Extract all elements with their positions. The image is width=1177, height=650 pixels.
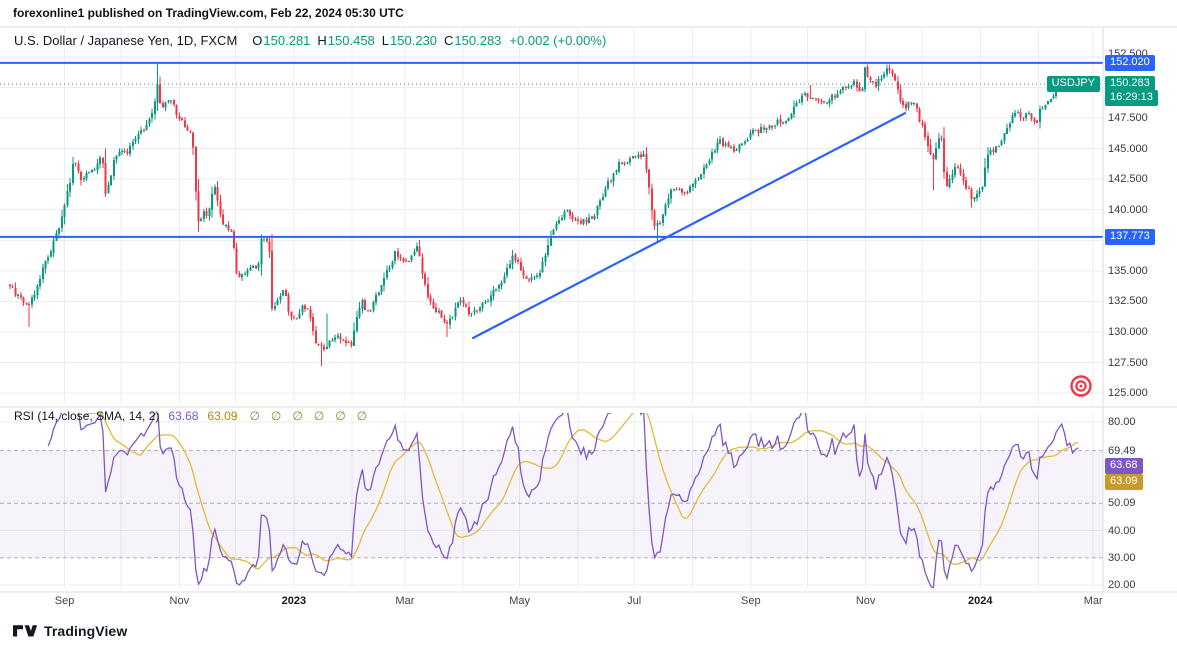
- target-icon[interactable]: [1070, 375, 1092, 397]
- rsi-header: RSI (14, close, SMA, 14, 2) 63.68 63.09 …: [14, 409, 367, 423]
- rsi-ma-value: 63.09: [207, 409, 238, 423]
- ohlc-value: 150.230: [390, 33, 438, 48]
- ohlc-value: 150.283: [454, 33, 502, 48]
- price-change: +0.002 (+0.00%): [509, 33, 607, 48]
- rsi-empty-values: ∅ ∅ ∅ ∅ ∅ ∅: [249, 409, 367, 423]
- rsi-empty-value-icon: ∅: [335, 409, 346, 423]
- ohlc-values: O 150.281 H 150.458 L 150.230 C 150.283: [245, 33, 501, 48]
- ohlc-label: C: [444, 33, 454, 48]
- rsi-empty-value-icon: ∅: [313, 409, 325, 423]
- symbol-title[interactable]: U.S. Dollar / Japanese Yen, 1D, FXCM: [14, 33, 238, 48]
- rsi-empty-value-icon: ∅: [249, 409, 260, 423]
- ohlc-label: H: [317, 33, 327, 48]
- logo-text: TradingView: [44, 623, 128, 639]
- rsi-empty-value-icon: ∅: [292, 409, 303, 423]
- symbol-header: U.S. Dollar / Japanese Yen, 1D, FXCM O 15…: [14, 33, 606, 48]
- rsi-value: 63.68: [168, 409, 199, 423]
- ohlc-label: O: [252, 33, 263, 48]
- rsi-title[interactable]: RSI (14, close, SMA, 14, 2): [14, 409, 160, 423]
- tradingview-logo-icon: [13, 625, 38, 637]
- rsi-empty-value-icon: ∅: [270, 409, 282, 423]
- attribution-text: forexonline1 published on TradingView.co…: [13, 6, 404, 20]
- ohlc-label: L: [381, 33, 390, 48]
- rsi-plot[interactable]: [47, 392, 1079, 588]
- pane-separators: [0, 26, 1177, 593]
- rsi-band: [0, 450, 1103, 558]
- rsi-line: [47, 413, 1079, 588]
- tradingview-logo[interactable]: TradingView: [13, 623, 127, 639]
- trendline-drawing[interactable]: [471, 112, 907, 340]
- rsi-sma-line: [83, 413, 1079, 570]
- candlestick-series[interactable]: [9, 63, 1080, 367]
- ohlc-value: 150.281: [263, 33, 311, 48]
- rsi-empty-value-icon: ∅: [356, 409, 368, 423]
- ohlc-value: 150.458: [327, 33, 375, 48]
